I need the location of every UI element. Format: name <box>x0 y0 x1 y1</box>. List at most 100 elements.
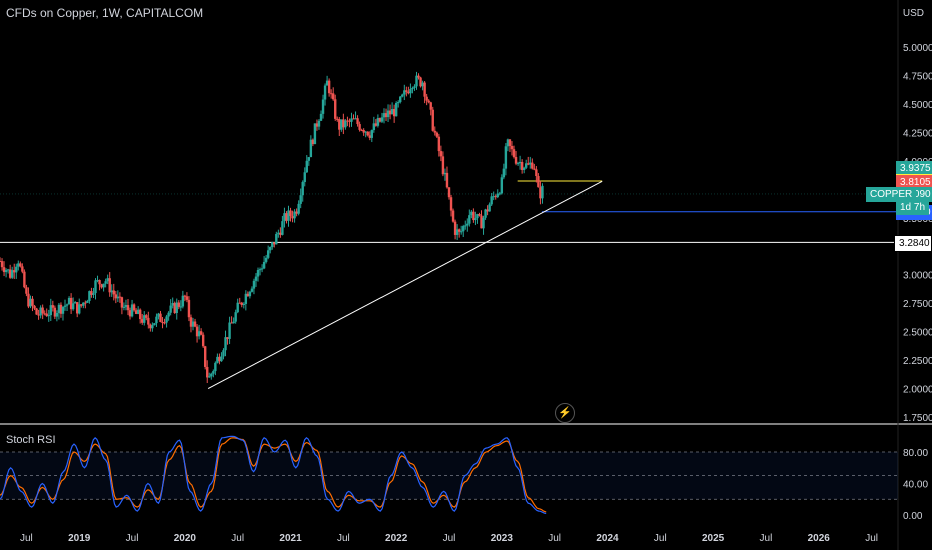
candle <box>423 82 426 97</box>
candle <box>21 266 24 272</box>
candle <box>214 362 217 372</box>
candle <box>451 210 455 222</box>
y-tick-label: 2.5000 <box>903 328 932 339</box>
candle <box>33 305 36 309</box>
candle <box>447 187 451 198</box>
candle <box>132 304 136 311</box>
candle <box>279 232 282 235</box>
candle <box>303 172 306 183</box>
x-tick-label: Jul <box>548 533 561 544</box>
candle <box>271 242 274 248</box>
candle <box>342 119 345 128</box>
candle <box>45 313 48 317</box>
candle <box>468 215 471 224</box>
candle <box>167 312 170 317</box>
candle <box>510 145 514 150</box>
rsi-band-fill <box>0 452 898 500</box>
candle <box>474 218 477 221</box>
candle <box>376 118 380 126</box>
candle <box>453 221 457 235</box>
candle <box>138 309 142 320</box>
candle <box>15 266 18 273</box>
candle <box>6 269 10 271</box>
candle <box>189 317 193 327</box>
candle <box>362 130 365 133</box>
candle <box>169 305 172 313</box>
candle <box>346 120 349 122</box>
candle <box>264 257 268 262</box>
y-tick-label: 3.0000 <box>903 271 932 282</box>
candle <box>301 182 304 196</box>
y-tick-label: 2.0000 <box>903 385 932 396</box>
candle <box>291 216 294 219</box>
candle <box>275 233 278 245</box>
lightning-icon[interactable]: ⚡ <box>555 403 575 423</box>
candle <box>364 131 367 133</box>
candle <box>173 303 176 314</box>
candle <box>459 231 463 233</box>
candle <box>439 151 443 157</box>
candle <box>92 293 95 295</box>
candle <box>484 209 487 218</box>
x-tick-label: Jul <box>443 533 456 544</box>
x-tick-label: Jul <box>231 533 244 544</box>
candle <box>71 303 75 310</box>
candle <box>195 326 199 337</box>
candle <box>455 229 459 235</box>
candle <box>492 196 495 198</box>
candle <box>520 161 524 170</box>
candle <box>425 96 428 101</box>
candle <box>161 321 164 323</box>
candle <box>266 250 270 258</box>
candle <box>100 284 103 288</box>
price-label: 3.2840 <box>894 235 932 253</box>
candle <box>82 302 85 306</box>
x-tick-label: Jul <box>760 533 773 544</box>
candle <box>405 90 408 92</box>
candle <box>533 168 536 170</box>
candle <box>185 296 189 300</box>
rsi-y-tick: 40.00 <box>903 480 928 491</box>
y-tick-label: 2.7500 <box>903 299 932 310</box>
candle <box>98 280 101 285</box>
candle <box>378 118 382 122</box>
candle <box>218 356 221 362</box>
candle <box>305 160 308 173</box>
candle <box>181 295 185 307</box>
x-tick-label: 2022 <box>385 533 408 544</box>
candle <box>57 304 61 313</box>
candle <box>340 119 343 130</box>
candle <box>224 337 227 351</box>
candle <box>500 177 504 194</box>
candle <box>352 118 355 120</box>
candle <box>177 302 180 307</box>
candle <box>0 261 4 268</box>
candle <box>486 209 489 212</box>
candle <box>313 123 317 145</box>
candle <box>159 313 162 322</box>
candle <box>336 118 339 120</box>
candle <box>216 356 219 363</box>
currency-label: USD <box>902 8 924 19</box>
candle <box>433 130 436 133</box>
candle <box>307 157 311 161</box>
candle <box>382 113 386 118</box>
candle <box>285 213 288 221</box>
candle <box>53 307 57 317</box>
x-tick-label: Jul <box>20 533 33 544</box>
candle <box>118 296 122 298</box>
candle <box>141 319 144 323</box>
candle <box>67 297 71 305</box>
candle <box>151 325 154 329</box>
candle <box>51 305 55 308</box>
candle <box>462 226 465 232</box>
x-tick-label: 2023 <box>491 533 514 544</box>
candle <box>466 223 469 226</box>
candle <box>17 263 20 267</box>
candle <box>232 321 235 324</box>
candle <box>518 161 522 164</box>
candle <box>417 75 420 78</box>
candle <box>110 290 113 293</box>
candle <box>69 297 73 310</box>
